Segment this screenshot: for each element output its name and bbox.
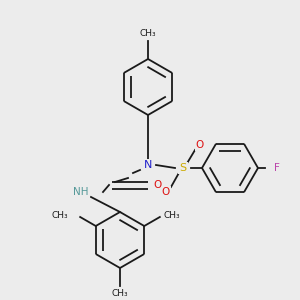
Text: O: O	[162, 187, 170, 197]
Text: CH₃: CH₃	[140, 29, 156, 38]
Text: S: S	[179, 163, 187, 173]
Text: O: O	[153, 180, 161, 190]
Text: CH₃: CH₃	[112, 290, 128, 298]
Text: F: F	[274, 163, 280, 173]
Text: CH₃: CH₃	[52, 211, 68, 220]
Text: N: N	[144, 160, 152, 170]
Text: NH: NH	[74, 187, 89, 197]
Text: CH₃: CH₃	[164, 211, 180, 220]
Text: O: O	[196, 140, 204, 150]
